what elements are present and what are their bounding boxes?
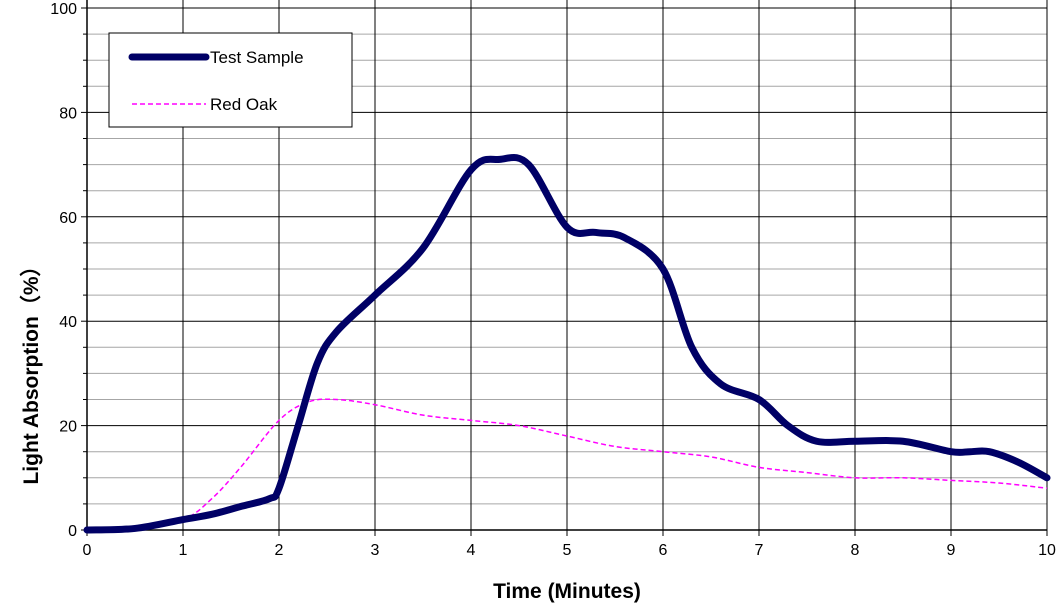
tick-labels: 0 20 40 60 80 100 0 1 2 3 4 5 6 7 8 9 10 (50, 1, 1056, 559)
y-axis-title: Light Absorption（%） (19, 255, 43, 484)
legend-label-red-oak: Red Oak (210, 95, 278, 114)
x-tick-label: 9 (947, 542, 956, 559)
y-tick-label: 0 (68, 523, 77, 540)
series-line-test-sample (83, 153, 1051, 534)
x-tick-label: 7 (755, 542, 764, 559)
x-tick-label: 5 (563, 542, 572, 559)
y-tick-label: 60 (59, 210, 77, 227)
series-line-red-oak (86, 398, 1048, 531)
x-tick-label: 8 (851, 542, 860, 559)
y-tick-label: 20 (59, 419, 77, 436)
x-tick-label: 3 (371, 542, 380, 559)
y-tick-label: 100 (50, 1, 77, 18)
legend-box (108, 32, 353, 128)
x-tick-label: 10 (1038, 542, 1056, 559)
y-tick-label: 40 (59, 314, 77, 331)
y-tick-label: 80 (59, 105, 77, 122)
x-tick-label: 2 (275, 542, 284, 559)
x-tick-label: 4 (467, 542, 476, 559)
x-tick-label: 6 (659, 542, 668, 559)
x-tick-label: 1 (179, 542, 188, 559)
x-tick-label: 0 (83, 542, 92, 559)
legend: Test Sample Red Oak (108, 32, 353, 128)
series-lines (83, 153, 1051, 534)
axes (81, 0, 1048, 536)
legend-label-test-sample: Test Sample (210, 48, 304, 67)
x-axis-title: Time (Minutes) (493, 580, 641, 603)
